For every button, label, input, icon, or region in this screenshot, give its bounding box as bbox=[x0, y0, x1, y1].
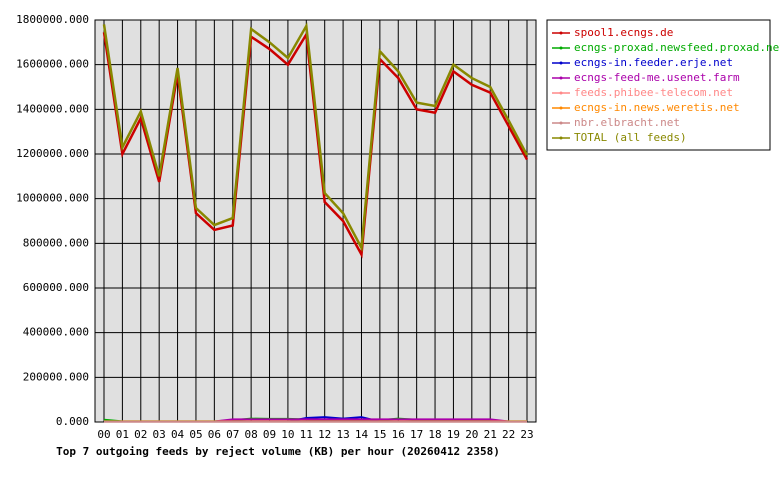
x-tick-label: 04 bbox=[171, 428, 185, 441]
legend-marker bbox=[559, 46, 563, 50]
y-tick-label: 800000.000 bbox=[23, 236, 89, 249]
x-tick-label: 16 bbox=[392, 428, 405, 441]
y-tick-label: 1600000.000 bbox=[16, 58, 89, 71]
legend-label: nbr.elbracht.net bbox=[574, 116, 680, 129]
x-tick-label: 18 bbox=[428, 428, 441, 441]
x-tick-label: 11 bbox=[300, 428, 313, 441]
x-tick-label: 05 bbox=[189, 428, 202, 441]
legend-label: ecngs-in.news.weretis.net bbox=[574, 101, 740, 114]
legend-marker bbox=[559, 91, 563, 95]
x-tick-label: 01 bbox=[116, 428, 129, 441]
x-tick-label: 08 bbox=[245, 428, 258, 441]
legend-marker bbox=[559, 76, 563, 80]
x-tick-label: 22 bbox=[502, 428, 515, 441]
x-tick-label: 10 bbox=[281, 428, 294, 441]
series-line bbox=[102, 22, 529, 253]
legend-label: ecngs-proxad.newsfeed.proxad.net bbox=[574, 41, 780, 54]
y-tick-label: 1800000.000 bbox=[16, 13, 89, 26]
legend-marker bbox=[559, 61, 563, 65]
y-tick-label: 400000.000 bbox=[23, 326, 89, 339]
legend-label: ecngs-feed-me.usenet.farm bbox=[574, 71, 740, 84]
legend-marker bbox=[559, 136, 563, 140]
y-tick-label: 1000000.000 bbox=[16, 192, 89, 205]
x-tick-label: 03 bbox=[153, 428, 166, 441]
chart-title: Top 7 outgoing feeds by reject volume (K… bbox=[56, 445, 500, 458]
x-tick-label: 23 bbox=[520, 428, 533, 441]
legend-label: spool1.ecngs.de bbox=[574, 26, 673, 39]
x-tick-label: 00 bbox=[97, 428, 110, 441]
x-tick-label: 21 bbox=[484, 428, 497, 441]
y-tick-label: 0.000 bbox=[56, 415, 89, 428]
x-tick-label: 06 bbox=[208, 428, 221, 441]
legend-marker bbox=[559, 121, 563, 125]
legend-label: ecngs-in.feeder.erje.net bbox=[574, 56, 733, 69]
x-tick-label: 12 bbox=[318, 428, 331, 441]
legend-box bbox=[546, 19, 771, 151]
legend-label: TOTAL (all feeds) bbox=[574, 131, 687, 144]
x-tick-label: 17 bbox=[410, 428, 423, 441]
x-tick-label: 14 bbox=[355, 428, 369, 441]
legend-marker bbox=[559, 31, 563, 35]
x-tick-label: 09 bbox=[263, 428, 276, 441]
y-tick-label: 1400000.000 bbox=[16, 102, 89, 115]
y-tick-label: 600000.000 bbox=[23, 281, 89, 294]
y-tick-label: 200000.000 bbox=[23, 370, 89, 383]
x-tick-label: 13 bbox=[336, 428, 349, 441]
x-tick-label: 07 bbox=[226, 428, 239, 441]
legend-marker bbox=[559, 106, 563, 110]
x-tick-label: 20 bbox=[465, 428, 478, 441]
y-tick-label: 1200000.000 bbox=[16, 147, 89, 160]
x-tick-label: 19 bbox=[447, 428, 460, 441]
plot-area bbox=[94, 19, 537, 423]
x-tick-label: 15 bbox=[373, 428, 386, 441]
x-tick-label: 02 bbox=[134, 428, 147, 441]
legend-label: feeds.phibee-telecom.net bbox=[574, 86, 733, 99]
